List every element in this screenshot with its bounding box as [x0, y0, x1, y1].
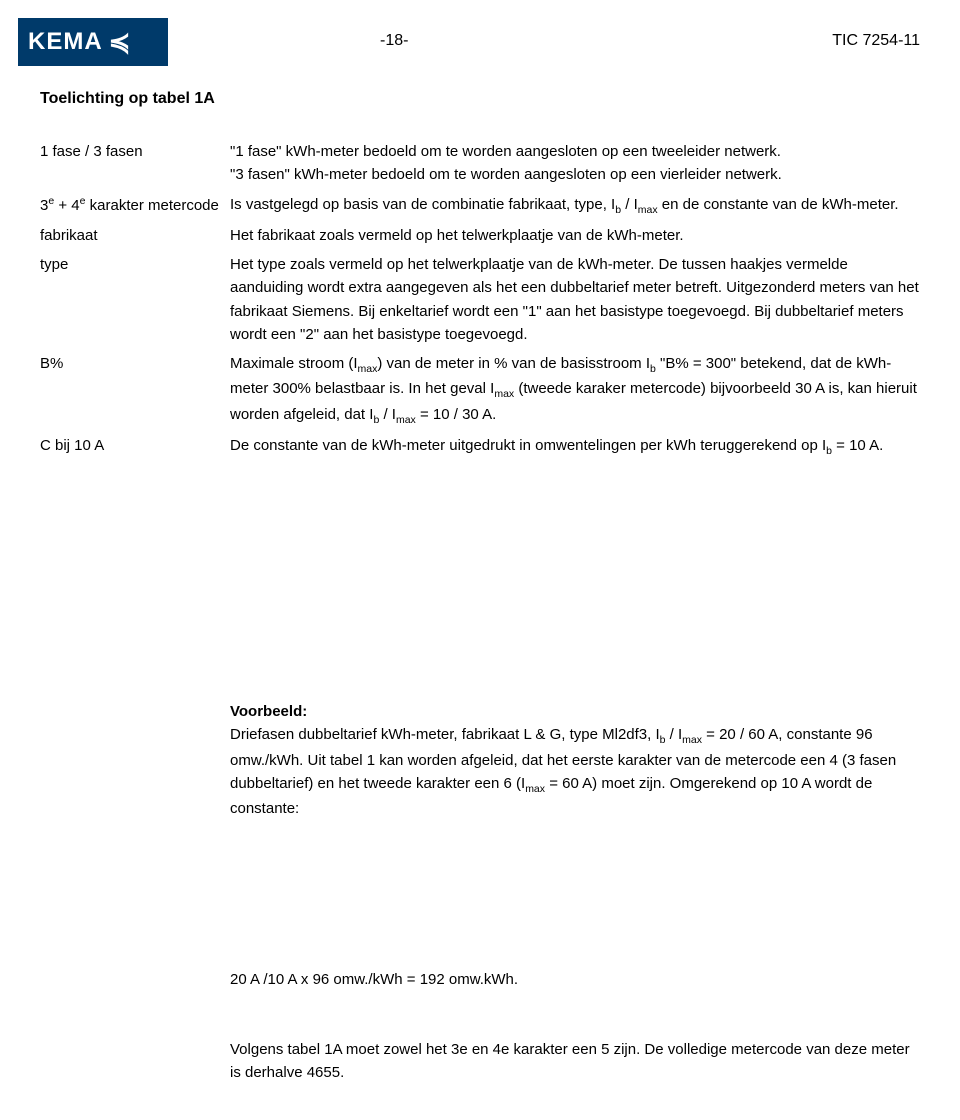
def-row: C bij 10 A De constante van de kWh-meter… [40, 434, 920, 459]
def-desc: Maximale stroom (Imax) van de meter in %… [230, 352, 920, 428]
def-desc: Het fabrikaat zoals vermeld op het telwe… [230, 224, 920, 247]
tail-paragraph: Volgens tabel 1A moet zowel het 3e en 4e… [230, 1038, 920, 1085]
def-desc: Het type zoals vermeld op het telwerkpla… [230, 253, 920, 346]
def-row: B% Maximale stroom (Imax) van de meter i… [40, 352, 920, 428]
def-desc: Is vastgelegd op basis van de combinatie… [230, 193, 920, 218]
page-header: -18- TIC 7254-11 [0, 32, 960, 50]
def-term: 3e + 4e karakter metercode [40, 193, 230, 218]
def-row: 1 fase / 3 fasen "1 fase" kWh-meter bedo… [40, 140, 920, 187]
def-row: type Het type zoals vermeld op het telwe… [40, 253, 920, 346]
def-term: B% [40, 352, 230, 428]
doc-code: TIC 7254-11 [832, 32, 920, 50]
calc-line: 20 A /10 A x 96 omw./kWh = 192 omw.kWh. [230, 968, 920, 991]
example-label: Voorbeeld: [230, 700, 920, 723]
def-term: C bij 10 A [40, 434, 230, 459]
example-body: Driefasen dubbeltarief kWh-meter, fabrik… [230, 723, 920, 820]
def-term: 1 fase / 3 fasen [40, 140, 230, 187]
definition-list: 1 fase / 3 fasen "1 fase" kWh-meter bedo… [40, 140, 920, 465]
section-title: Toelichting op tabel 1A [40, 90, 215, 108]
def-term: fabrikaat [40, 224, 230, 247]
def-row: 3e + 4e karakter metercode Is vastgelegd… [40, 193, 920, 218]
example-block: Voorbeeld: Driefasen dubbeltarief kWh-me… [230, 700, 920, 820]
def-desc: "1 fase" kWh-meter bedoeld om te worden … [230, 140, 920, 187]
def-desc: De constante van de kWh-meter uitgedrukt… [230, 434, 920, 459]
page-number: -18- [380, 32, 408, 50]
def-term: type [40, 253, 230, 346]
def-row: fabrikaat Het fabrikaat zoals vermeld op… [40, 224, 920, 247]
